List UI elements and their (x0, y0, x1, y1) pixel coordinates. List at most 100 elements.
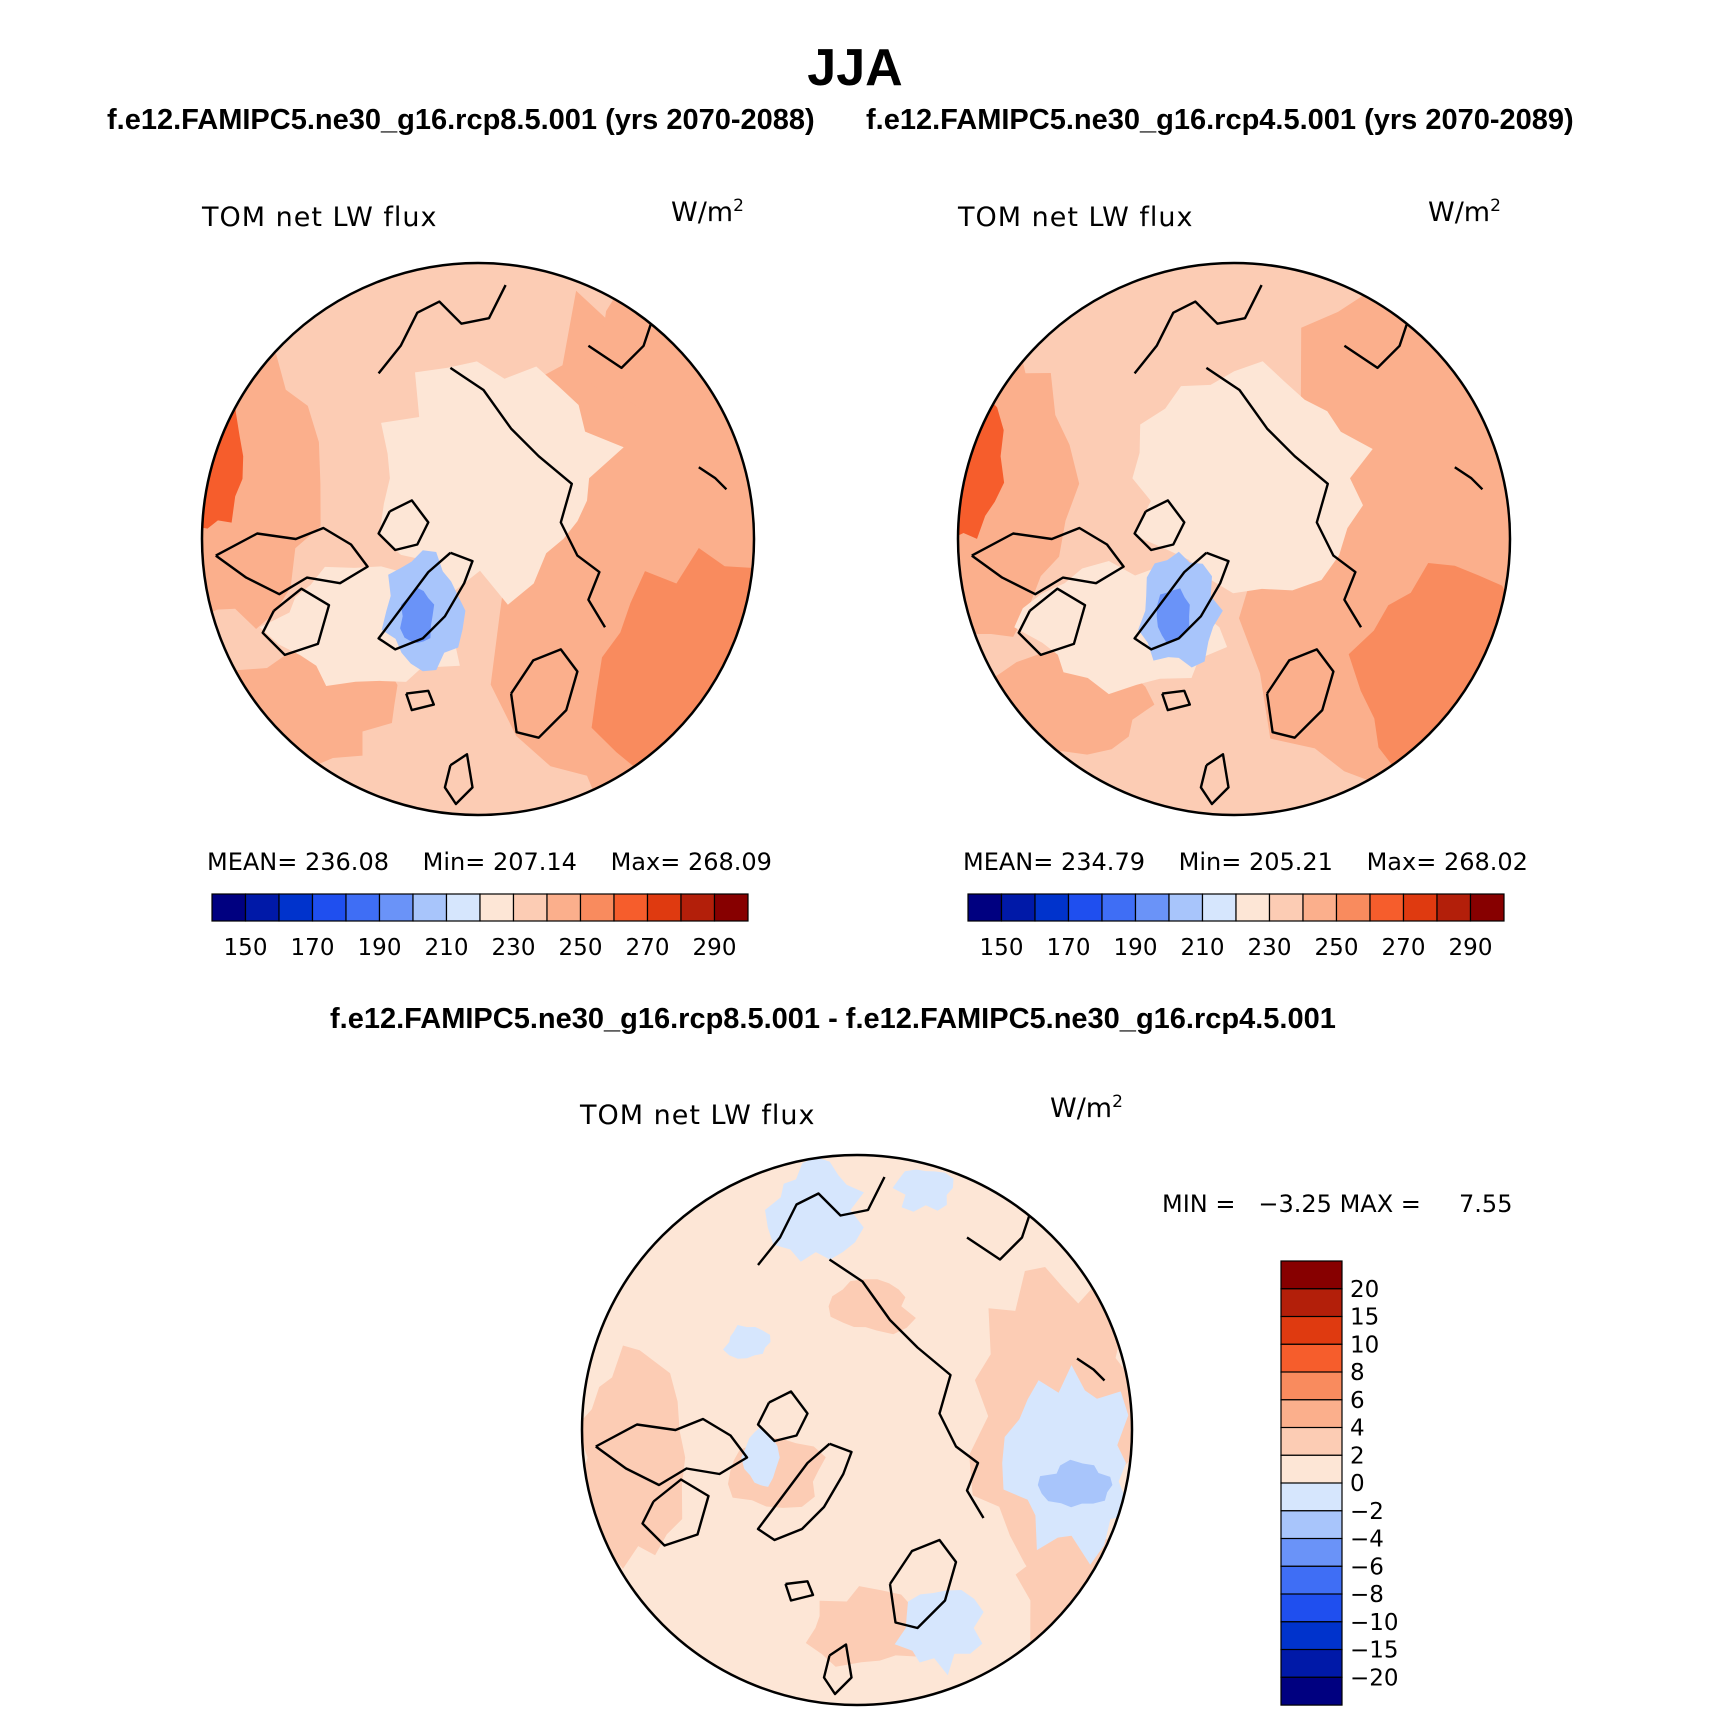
panel1-colorbar-swatch-6 (412, 893, 448, 922)
panel2-field-base (958, 263, 1510, 815)
panel2-colorbar-swatch-8 (1235, 893, 1271, 922)
diff-map-border (580, 1153, 1134, 1707)
diff-colorbar-swatch-10 (1280, 1537, 1343, 1567)
diff-colorbar-swatch-5 (1280, 1399, 1343, 1429)
panel1-colorbar-swatch-2 (278, 893, 314, 922)
diff-field-north-negative (765, 1157, 864, 1262)
panel1-coastline-1 (377, 499, 430, 552)
panel1-colorbar-swatch-3 (311, 893, 347, 922)
panel1-colorbar-tick-0: 150 (224, 935, 268, 961)
panel2-colorbar-swatch-12 (1369, 893, 1405, 922)
diff-colorbar-swatch-1 (1280, 1288, 1343, 1318)
diff-colorbar-swatch-15 (1280, 1676, 1343, 1706)
diff-colorbar-swatch-6 (1280, 1426, 1343, 1456)
figure-title: JJA (807, 39, 903, 97)
panel2-colorbar-swatch-5 (1134, 893, 1170, 922)
panel1-coastline-4 (449, 366, 607, 628)
diff-colorbar-swatch-3 (1280, 1343, 1343, 1373)
panel2-field-baffin-cool (1014, 561, 1228, 695)
panel1-max-value: 268.09 (687, 848, 772, 876)
panel1-colorbar-swatch-9 (512, 893, 548, 922)
diff-colorbar-tick-5: 4 (1350, 1416, 1365, 1442)
panel1-colorbar-tick-7: 290 (693, 935, 737, 961)
panel2-colorbar-tick-5: 250 (1315, 935, 1359, 961)
panel1-colorbar-swatch-15 (713, 893, 749, 922)
diff-coastline-9 (966, 1197, 1035, 1261)
diff-colorbar-tick-4: 6 (1350, 1388, 1365, 1414)
panel2-colorbar-tick-3: 210 (1181, 935, 1225, 961)
panel2-colorbar-swatch-13 (1402, 893, 1438, 922)
panel1-coastline-9 (587, 306, 656, 370)
panel1-colorbar-tick-4: 230 (492, 935, 536, 961)
panel1-field-west-hot (202, 375, 244, 529)
diff-field-archipelago-negative (723, 1325, 771, 1359)
diff-colorbar-tick-6: 2 (1350, 1443, 1365, 1469)
diff-coastline-5 (888, 1538, 958, 1630)
diff-colorbar-swatch-8 (1280, 1482, 1343, 1512)
diff-colorbar-tick-0: 20 (1350, 1277, 1379, 1303)
panel1-colorbar-tick-3: 210 (425, 935, 469, 961)
panel2-colorbar-swatch-7 (1201, 893, 1237, 922)
panel1-field-greenland (381, 550, 466, 672)
panel2-max-value: 268.02 (1443, 848, 1528, 876)
diff-colorbar-swatch-9 (1280, 1510, 1343, 1540)
panel2-units-label: W/m2 (1428, 196, 1501, 228)
panel2-colorbar-swatch-6 (1168, 893, 1204, 922)
panel2-field-west-hot (958, 377, 1005, 540)
panel1-units-label: W/m2 (671, 196, 744, 228)
panel1-colorbar-swatch-14 (680, 893, 716, 922)
panel1-colorbar-swatch-12 (613, 893, 649, 922)
panel1-coastline-3 (261, 587, 331, 657)
diff-field-base (582, 1155, 1132, 1705)
panel2-coastline-9 (1343, 306, 1412, 370)
diff-colorbar-tick-12: −10 (1350, 1610, 1399, 1636)
panel2-field-southwest-warm (978, 643, 1155, 755)
panel1-field-base (202, 263, 754, 815)
panel2-field-northeast-warm (1335, 284, 1510, 415)
diff-field-east-positive (969, 1267, 1132, 1592)
panel2-min-value: 205.21 (1248, 848, 1333, 876)
panel2-coastline-2 (971, 526, 1125, 596)
panel2-colorbar-tick-1: 170 (1047, 935, 1091, 961)
panel1-field-east-band (490, 264, 754, 815)
panel2-coastline-0 (1133, 551, 1230, 651)
panel1-colorbar-tick-1: 170 (291, 935, 335, 961)
panel2-field-greenland-core (1156, 588, 1190, 643)
diff-colorbar-tick-2: 10 (1350, 1332, 1379, 1358)
panel1-colorbar-tick-5: 250 (559, 935, 603, 961)
panel2-colorbar-tick-0: 150 (980, 935, 1024, 961)
panel2-colorbar-swatch-4 (1101, 893, 1137, 922)
diff-colorbar-tick-7: 0 (1350, 1471, 1365, 1497)
diff-colorbar-swatch-0 (1280, 1260, 1343, 1290)
panel1-min-value: 207.14 (492, 848, 577, 876)
panel1-coastline-6 (443, 753, 474, 806)
panel2-colorbar-swatch-11 (1335, 893, 1371, 922)
diff-coastline-4 (828, 1258, 985, 1519)
diff-field-northeast-negative (892, 1169, 954, 1212)
panel1-colorbar-swatch-10 (546, 893, 582, 922)
panel1-colorbar-swatch-13 (646, 893, 682, 922)
diff-field-north-positive (828, 1279, 916, 1335)
diff-coastline-6 (822, 1643, 853, 1696)
diff-field-southeast-strong (1062, 1604, 1101, 1657)
panel2-colorbar-swatch-1 (1000, 893, 1036, 922)
panel1-coastline-7 (405, 689, 435, 712)
panel1-colorbar-swatch-11 (579, 893, 615, 922)
panel1-coastline-2 (215, 526, 369, 596)
panel2-field-east-band (1239, 287, 1510, 815)
panel1-coastline-5 (509, 648, 579, 739)
diff-colorbar-swatch-12 (1280, 1593, 1343, 1623)
diff-field-scandinavia-negative (894, 1590, 984, 1676)
panel2-coastline-10 (1454, 466, 1484, 491)
panel1-mean-value: 236.08 (305, 848, 389, 876)
panel2-colorbar-tick-7: 290 (1449, 935, 1493, 961)
diff-colorbar-swatch-7 (1280, 1454, 1343, 1484)
diff-colorbar-swatch-13 (1280, 1621, 1343, 1651)
diff-coastline-2 (595, 1417, 749, 1487)
panel2-coastline-1 (1133, 499, 1186, 552)
panel2-coastline-7 (1161, 689, 1191, 712)
panel2-mean-value: 234.79 (1061, 848, 1145, 876)
diff-coastline-1 (756, 1390, 809, 1443)
panel1-field-arctic-cool (379, 361, 624, 605)
diff-field-east-negative (1002, 1365, 1131, 1565)
